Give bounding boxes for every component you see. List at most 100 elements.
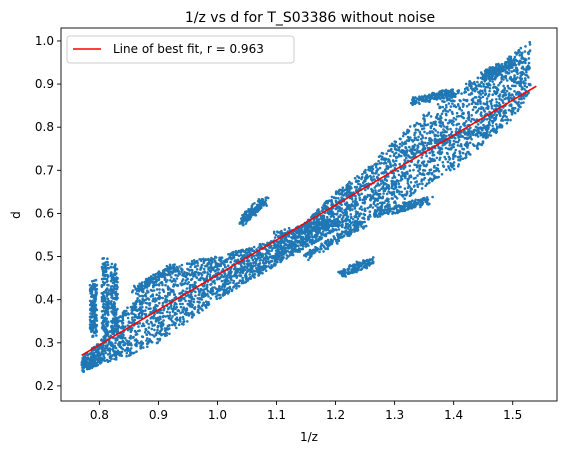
scatter-point — [394, 163, 398, 167]
scatter-point — [125, 354, 128, 358]
scatter-point — [452, 120, 455, 123]
scatter-point — [524, 82, 527, 85]
scatter-point — [121, 335, 125, 339]
scatter-point — [504, 91, 507, 95]
scatter-point — [295, 239, 299, 243]
scatter-point — [117, 335, 120, 339]
scatter-point — [185, 273, 188, 277]
scatter-point — [421, 136, 425, 139]
scatter-point — [244, 280, 248, 284]
scatter-point — [110, 310, 113, 313]
scatter-point — [440, 112, 444, 116]
scatter-point — [505, 122, 509, 125]
scatter-point — [94, 355, 97, 359]
scatter-point — [523, 59, 527, 62]
scatter-point — [168, 287, 171, 290]
scatter-point — [117, 351, 120, 354]
scatter-point — [416, 161, 420, 164]
scatter-point — [341, 211, 345, 215]
scatter-point — [480, 111, 483, 114]
scatter-point — [490, 104, 494, 108]
scatter-point — [136, 297, 139, 300]
scatter-point — [369, 195, 373, 199]
scatter-point — [330, 195, 334, 199]
scatter-point — [200, 288, 203, 291]
scatter-point — [512, 69, 516, 72]
scatter-point — [158, 271, 161, 274]
scatter-point — [301, 235, 305, 239]
scatter-point — [524, 73, 527, 77]
scatter-point — [256, 253, 260, 256]
scatter-point — [462, 98, 466, 101]
scatter-point — [215, 268, 218, 272]
scatter-point — [230, 278, 233, 282]
scatter-point — [147, 326, 151, 329]
scatter-point — [226, 282, 230, 285]
scatter-point — [350, 203, 354, 206]
scatter-point — [114, 354, 117, 358]
scatter-point — [279, 247, 282, 251]
scatter-point — [95, 317, 98, 320]
scatter-point — [185, 287, 189, 290]
scatter-point — [145, 306, 148, 309]
scatter-point — [223, 275, 226, 278]
scatter-point — [159, 296, 162, 300]
scatter-point — [436, 163, 440, 167]
scatter-point — [379, 182, 383, 185]
scatter-point — [123, 311, 127, 315]
scatter-point — [491, 80, 494, 83]
scatter-point — [377, 194, 381, 198]
scatter-point — [104, 297, 107, 301]
scatter-point — [381, 196, 384, 200]
scatter-point — [449, 127, 452, 131]
scatter-point — [289, 253, 293, 256]
scatter-point — [358, 207, 362, 210]
scatter-point — [397, 146, 400, 150]
scatter-point — [109, 265, 113, 269]
scatter-point — [436, 134, 440, 138]
scatter-point — [105, 280, 109, 284]
scatter-point — [425, 132, 429, 135]
scatter-point — [138, 322, 142, 325]
scatter-point — [135, 343, 138, 346]
scatter-point — [488, 87, 492, 90]
scatter-point — [408, 164, 412, 168]
scatter-point — [105, 317, 108, 321]
scatter-point — [220, 273, 223, 277]
scatter-point — [254, 267, 258, 270]
scatter-point — [410, 187, 414, 191]
scatter-point — [248, 263, 252, 267]
scatter-point — [108, 350, 111, 353]
scatter-point — [463, 143, 467, 146]
scatter-point — [455, 111, 459, 115]
scatter-point — [166, 269, 170, 273]
scatter-point — [448, 143, 452, 147]
scatter-point — [185, 307, 189, 310]
scatter-point — [337, 228, 341, 231]
scatter-point — [345, 218, 349, 222]
scatter-point — [378, 184, 381, 187]
scatter-point — [524, 94, 528, 98]
scatter-point — [206, 289, 210, 293]
scatter-point — [308, 240, 312, 244]
scatter-point — [509, 55, 513, 59]
scatter-point — [289, 244, 292, 248]
scatter-point — [215, 262, 219, 265]
scatter-point — [140, 281, 144, 284]
scatter-point — [205, 276, 208, 280]
scatter-point — [94, 329, 98, 332]
scatter-point — [406, 139, 410, 142]
scatter-point — [364, 188, 367, 192]
scatter-point — [82, 369, 85, 373]
scatter-point — [170, 276, 173, 279]
scatter-point — [209, 287, 213, 291]
scatter-point — [149, 317, 152, 320]
scatter-point — [487, 133, 491, 137]
scatter-point — [514, 84, 517, 88]
scatter-point — [370, 187, 373, 191]
scatter-point — [473, 87, 477, 90]
scatter-point — [350, 197, 354, 201]
scatter-point — [430, 124, 434, 128]
scatter-point — [164, 315, 167, 318]
